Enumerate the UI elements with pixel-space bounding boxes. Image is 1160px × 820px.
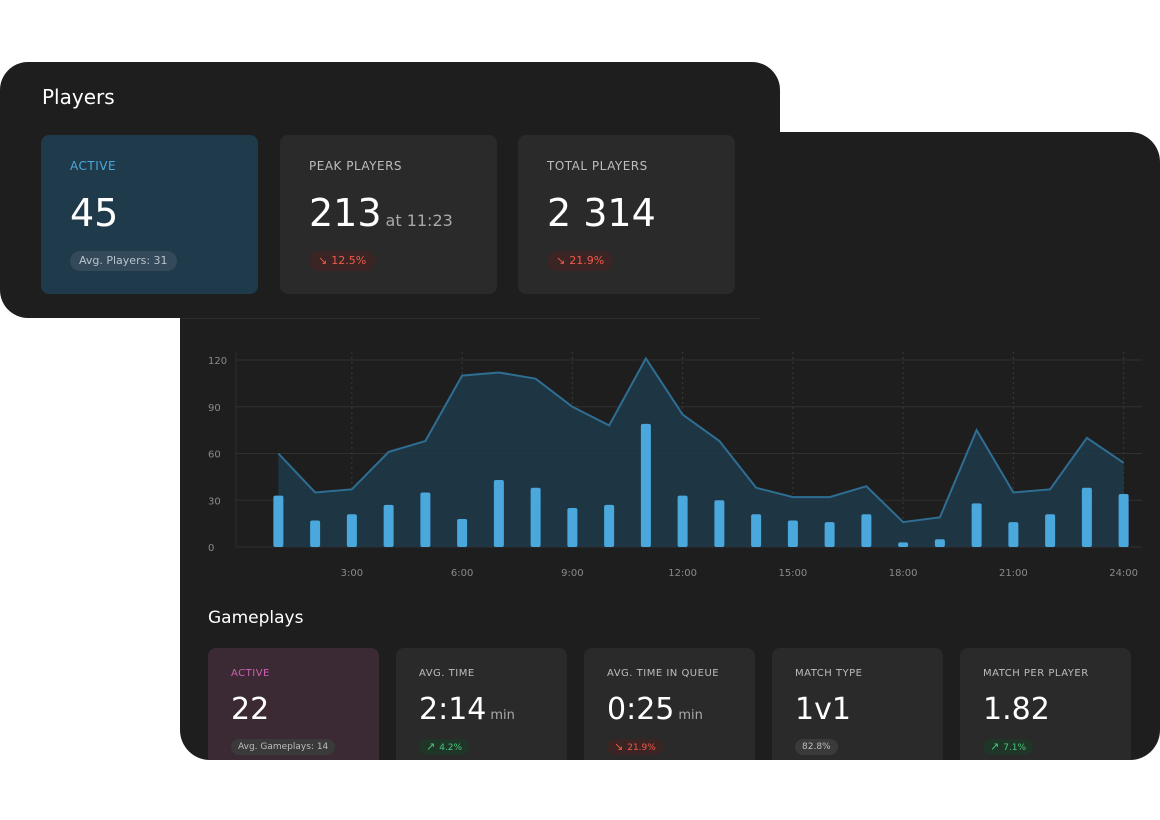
queue-time-label: AVG. TIME IN QUEUE — [607, 668, 720, 679]
y-tick-label: 120 — [208, 356, 227, 367]
bar — [1118, 494, 1129, 547]
active-players-label: ACTIVE — [70, 159, 117, 173]
x-tick-label: 12:00 — [668, 568, 697, 579]
arrow-down-right-icon: ↘ — [614, 740, 624, 753]
avg-time-change-badge: ↗ 4.2% — [419, 739, 470, 755]
bar — [677, 495, 688, 547]
bar — [273, 495, 284, 547]
bar — [1008, 522, 1019, 547]
avg-time-number: 2:14 — [419, 692, 487, 727]
arrow-up-right-icon: ↗ — [990, 740, 1000, 753]
active-gameplays-label: ACTIVE — [231, 668, 270, 679]
x-tick-label: 3:00 — [341, 568, 363, 579]
bar — [971, 503, 982, 547]
bar — [640, 423, 651, 547]
bar — [751, 514, 762, 547]
players-title: Players — [42, 85, 115, 109]
active-players-card[interactable]: ACTIVE 45 Avg. Players: 31 — [41, 135, 258, 294]
active-gameplays-value: 22 — [231, 692, 270, 727]
peak-players-time: at 11:23 — [385, 211, 453, 230]
avg-gameplays-badge: Avg. Gameplays: 14 — [231, 739, 336, 755]
match-per-player-card[interactable]: MATCH PER PLAYER 1.82 ↗ 7.1% — [960, 648, 1131, 760]
bar — [934, 539, 945, 547]
players-chart: 0 30 60 90 120 3:00 6:00 9:00 12:00 15:00 18:00 21:… — [208, 352, 1142, 579]
queue-time-unit: min — [678, 708, 703, 723]
total-players-card[interactable]: TOTAL PLAYERS 2 314 ↘ 21.9% — [518, 135, 735, 294]
queue-time-change-badge: ↘ 21.9% — [607, 739, 663, 755]
bar — [346, 514, 357, 547]
bar — [787, 520, 798, 547]
y-tick-label: 30 — [208, 496, 221, 507]
arrow-up-right-icon: ↗ — [426, 740, 436, 753]
queue-time-change: 21.9% — [627, 743, 656, 753]
match-type-badge: 82.8% — [795, 739, 838, 755]
bar — [824, 522, 835, 547]
match-type-card[interactable]: MATCH TYPE 1v1 82.8% — [772, 648, 943, 760]
avg-time-value: 2:14 min — [419, 692, 515, 727]
gameplays-title: Gameplays — [208, 608, 304, 628]
bar — [420, 492, 431, 547]
bar — [567, 508, 578, 547]
x-tick-label: 15:00 — [778, 568, 807, 579]
match-type-value: 1v1 — [795, 692, 851, 727]
peak-players-card[interactable]: PEAK PLAYERS 213 at 11:23 ↘ 12.5% — [280, 135, 497, 294]
bar — [457, 518, 468, 547]
avg-time-change: 4.2% — [439, 743, 463, 753]
total-players-label: TOTAL PLAYERS — [547, 159, 648, 173]
bar — [1081, 487, 1092, 547]
y-tick-label: 60 — [208, 450, 221, 461]
peak-players-number: 213 — [309, 191, 382, 235]
active-players-value: 45 — [70, 191, 119, 235]
avg-players-badge: Avg. Players: 31 — [70, 251, 177, 271]
bar — [1045, 514, 1056, 547]
match-type-label: MATCH TYPE — [795, 668, 863, 679]
x-tick-label: 21:00 — [999, 568, 1028, 579]
total-players-value: 2 314 — [547, 191, 656, 235]
peak-players-label: PEAK PLAYERS — [309, 159, 403, 173]
match-per-player-change-badge: ↗ 7.1% — [983, 739, 1034, 755]
area-fill — [278, 358, 1124, 547]
y-tick-label: 0 — [208, 543, 214, 554]
peak-players-change: 12.5% — [331, 254, 367, 267]
players-panel: Players ACTIVE 45 Avg. Players: 31 PEAK … — [0, 62, 780, 318]
bar — [530, 487, 541, 547]
x-tick-label: 24:00 — [1109, 568, 1138, 579]
arrow-down-right-icon: ↘ — [556, 254, 566, 267]
bar — [714, 500, 725, 547]
bar — [861, 514, 872, 547]
total-players-change-badge: ↘ 21.9% — [547, 251, 614, 271]
divider — [180, 318, 760, 319]
bar — [898, 542, 909, 547]
x-tick-label: 9:00 — [561, 568, 583, 579]
x-tick-label: 18:00 — [889, 568, 918, 579]
bar — [604, 504, 615, 547]
peak-players-change-badge: ↘ 12.5% — [309, 251, 376, 271]
match-per-player-value: 1.82 — [983, 692, 1050, 727]
active-gameplays-card[interactable]: ACTIVE 22 Avg. Gameplays: 14 — [208, 648, 379, 760]
bar — [383, 504, 394, 547]
queue-time-card[interactable]: AVG. TIME IN QUEUE 0:25 min ↘ 21.9% — [584, 648, 755, 760]
total-players-change: 21.9% — [569, 254, 605, 267]
x-tick-label: 6:00 — [451, 568, 473, 579]
match-per-player-change: 7.1% — [1003, 743, 1027, 753]
area-line — [277, 356, 1125, 524]
avg-time-label: AVG. TIME — [419, 668, 475, 679]
match-per-player-label: MATCH PER PLAYER — [983, 668, 1089, 679]
queue-time-number: 0:25 — [607, 692, 675, 727]
peak-players-value: 213 at 11:23 — [309, 191, 453, 235]
y-tick-label: 90 — [208, 403, 221, 414]
arrow-down-right-icon: ↘ — [318, 254, 328, 267]
bar — [310, 520, 321, 547]
avg-time-unit: min — [490, 708, 515, 723]
avg-time-card[interactable]: AVG. TIME 2:14 min ↗ 4.2% — [396, 648, 567, 760]
queue-time-value: 0:25 min — [607, 692, 703, 727]
bar — [493, 479, 504, 547]
